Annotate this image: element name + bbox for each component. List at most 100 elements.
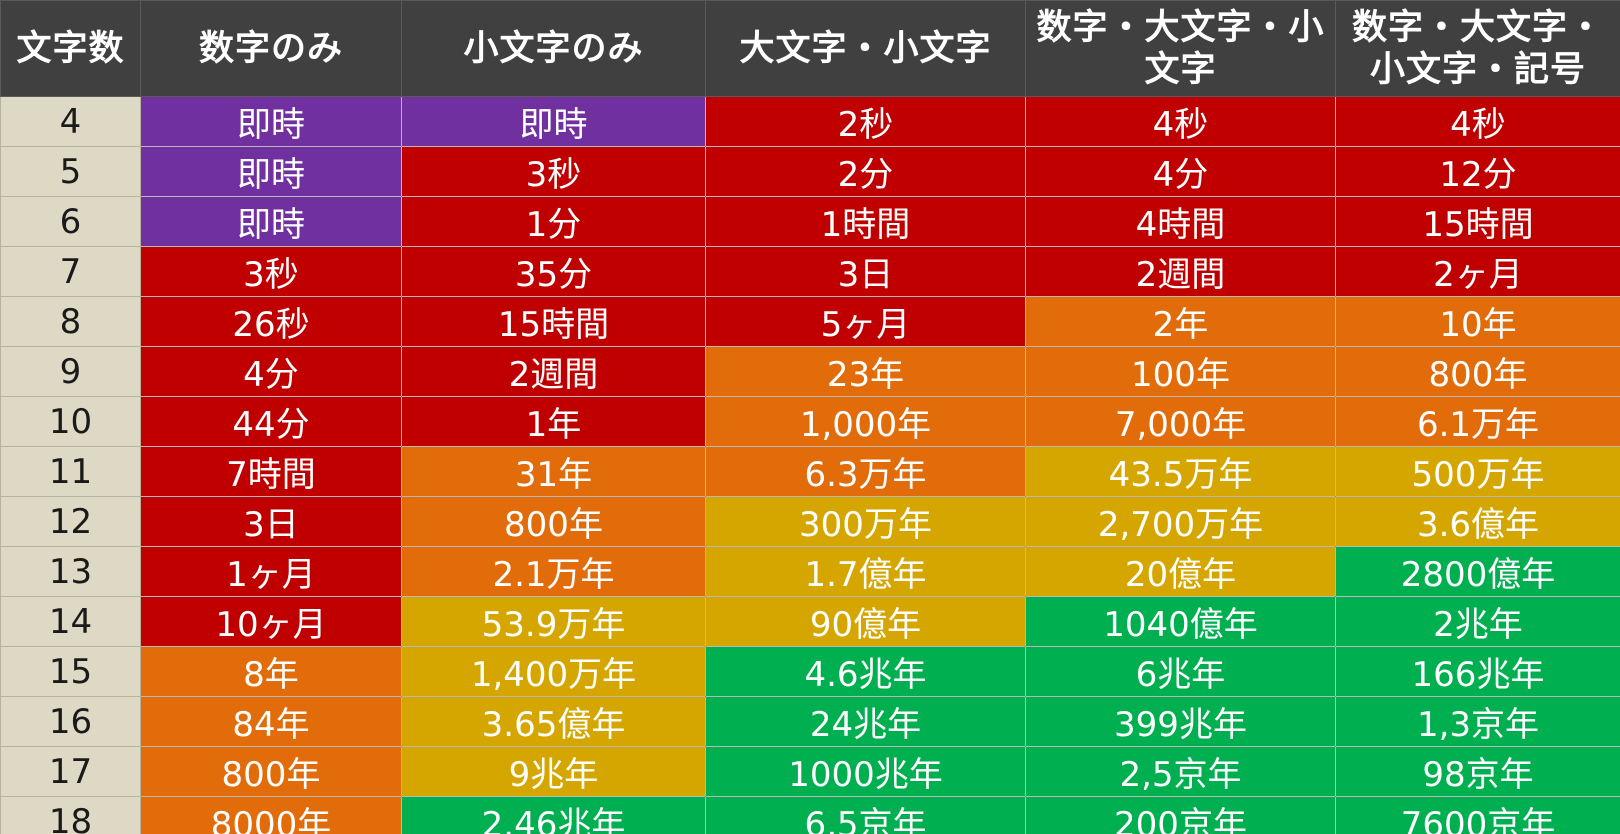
row-header-length[interactable]: 7	[0, 246, 141, 297]
table-cell[interactable]: 53.9万年	[401, 596, 706, 647]
table-cell[interactable]: 1.7億年	[705, 546, 1026, 597]
table-cell[interactable]: 2800億年	[1335, 546, 1620, 597]
row-header-length[interactable]: 13	[0, 546, 141, 597]
table-cell[interactable]: 即時	[140, 146, 402, 197]
table-cell[interactable]: 2週間	[401, 346, 706, 397]
table-cell[interactable]: 2秒	[705, 96, 1026, 147]
table-cell[interactable]: 166兆年	[1335, 646, 1620, 697]
table-cell[interactable]: 20億年	[1025, 546, 1336, 597]
table-cell[interactable]: 3日	[140, 496, 402, 547]
table-cell[interactable]: 10ヶ月	[140, 596, 402, 647]
row-header-length[interactable]: 6	[0, 196, 141, 247]
table-cell[interactable]: 500万年	[1335, 446, 1620, 497]
table-cell[interactable]: 2,5京年	[1025, 746, 1336, 797]
table-cell[interactable]: 2分	[705, 146, 1026, 197]
table-cell[interactable]: 200京年	[1025, 796, 1336, 834]
row-header-length[interactable]: 17	[0, 746, 141, 797]
table-cell[interactable]: 800年	[140, 746, 402, 797]
row-header-length[interactable]: 14	[0, 596, 141, 647]
table-row: 15 8年 1,400万年 4.6兆年 6兆年 166兆年	[0, 646, 1620, 697]
row-header-length[interactable]: 5	[0, 146, 141, 197]
table-cell[interactable]: 43.5万年	[1025, 446, 1336, 497]
table-row: 4 即時 即時 2秒 4秒 4秒	[0, 96, 1620, 147]
table-cell[interactable]: 15時間	[401, 296, 706, 347]
table-cell[interactable]: 1,400万年	[401, 646, 706, 697]
table-cell[interactable]: 800年	[401, 496, 706, 547]
table-cell[interactable]: 2.1万年	[401, 546, 706, 597]
table-cell[interactable]: 100年	[1025, 346, 1336, 397]
row-header-length[interactable]: 12	[0, 496, 141, 547]
table-cell[interactable]: 3.65億年	[401, 696, 706, 747]
table-cell[interactable]: 即時	[140, 96, 402, 147]
table-cell[interactable]: 4分	[1025, 146, 1336, 197]
table-cell[interactable]: 4.6兆年	[705, 646, 1026, 697]
header-length[interactable]: 文字数	[0, 0, 141, 97]
table-cell[interactable]: 24兆年	[705, 696, 1026, 747]
table-cell[interactable]: 9兆年	[401, 746, 706, 797]
row-header-length[interactable]: 16	[0, 696, 141, 747]
table-cell[interactable]: 2.46兆年	[401, 796, 706, 834]
table-row: 6 即時 1分 1時間 4時間 15時間	[0, 196, 1620, 247]
row-header-length[interactable]: 9	[0, 346, 141, 397]
table-cell[interactable]: 800年	[1335, 346, 1620, 397]
table-cell[interactable]: 12分	[1335, 146, 1620, 197]
header-digits-upper-lower-symbols[interactable]: 数字・大文字・小文字・記号	[1335, 0, 1620, 97]
table-cell[interactable]: 1年	[401, 396, 706, 447]
table-cell[interactable]: 399兆年	[1025, 696, 1336, 747]
table-cell[interactable]: 1ヶ月	[140, 546, 402, 597]
table-cell[interactable]: 2兆年	[1335, 596, 1620, 647]
table-cell[interactable]: 即時	[140, 196, 402, 247]
table-cell[interactable]: 1分	[401, 196, 706, 247]
table-row: 18 8000年 2.46兆年 6,5京年 200京年 7600京年	[0, 796, 1620, 834]
table-cell[interactable]: 6兆年	[1025, 646, 1336, 697]
header-digits-upper-lower[interactable]: 数字・大文字・小文字	[1025, 0, 1336, 97]
table-cell[interactable]: 35分	[401, 246, 706, 297]
table-cell[interactable]: 1,000年	[705, 396, 1026, 447]
table-cell[interactable]: 2週間	[1025, 246, 1336, 297]
table-cell[interactable]: 4分	[140, 346, 402, 397]
table-cell[interactable]: 2,700万年	[1025, 496, 1336, 547]
table-cell[interactable]: 5ヶ月	[705, 296, 1026, 347]
table-cell[interactable]: 15時間	[1335, 196, 1620, 247]
table-cell[interactable]: 6.3万年	[705, 446, 1026, 497]
table-cell[interactable]: 31年	[401, 446, 706, 497]
row-header-length[interactable]: 11	[0, 446, 141, 497]
table-cell[interactable]: 7時間	[140, 446, 402, 497]
table-cell[interactable]: 1,3京年	[1335, 696, 1620, 747]
table-cell[interactable]: 1時間	[705, 196, 1026, 247]
table-cell[interactable]: 300万年	[705, 496, 1026, 547]
table-cell[interactable]: 7600京年	[1335, 796, 1620, 834]
table-cell[interactable]: 23年	[705, 346, 1026, 397]
table-cell[interactable]: 90億年	[705, 596, 1026, 647]
table-cell[interactable]: 26秒	[140, 296, 402, 347]
table-cell[interactable]: 3.6億年	[1335, 496, 1620, 547]
table-cell[interactable]: 3日	[705, 246, 1026, 297]
table-cell[interactable]: 7,000年	[1025, 396, 1336, 447]
table-cell[interactable]: 6,5京年	[705, 796, 1026, 834]
header-digits-only[interactable]: 数字のみ	[140, 0, 402, 97]
table-cell[interactable]: 4秒	[1335, 96, 1620, 147]
table-cell[interactable]: 8000年	[140, 796, 402, 834]
header-upper-lower[interactable]: 大文字・小文字	[705, 0, 1026, 97]
table-cell[interactable]: 8年	[140, 646, 402, 697]
table-cell[interactable]: 1000兆年	[705, 746, 1026, 797]
table-cell[interactable]: 10年	[1335, 296, 1620, 347]
row-header-length[interactable]: 4	[0, 96, 141, 147]
table-cell[interactable]: 3秒	[140, 246, 402, 297]
table-cell[interactable]: 2ヶ月	[1335, 246, 1620, 297]
table-cell[interactable]: 44分	[140, 396, 402, 447]
table-cell[interactable]: 4時間	[1025, 196, 1336, 247]
table-cell[interactable]: 84年	[140, 696, 402, 747]
header-lowercase-only[interactable]: 小文字のみ	[401, 0, 706, 97]
row-header-length[interactable]: 10	[0, 396, 141, 447]
row-header-length[interactable]: 15	[0, 646, 141, 697]
table-cell[interactable]: 3秒	[401, 146, 706, 197]
row-header-length[interactable]: 8	[0, 296, 141, 347]
table-cell[interactable]: 即時	[401, 96, 706, 147]
table-cell[interactable]: 2年	[1025, 296, 1336, 347]
row-header-length[interactable]: 18	[0, 796, 141, 834]
table-cell[interactable]: 98京年	[1335, 746, 1620, 797]
table-cell[interactable]: 1040億年	[1025, 596, 1336, 647]
table-cell[interactable]: 4秒	[1025, 96, 1336, 147]
table-cell[interactable]: 6.1万年	[1335, 396, 1620, 447]
